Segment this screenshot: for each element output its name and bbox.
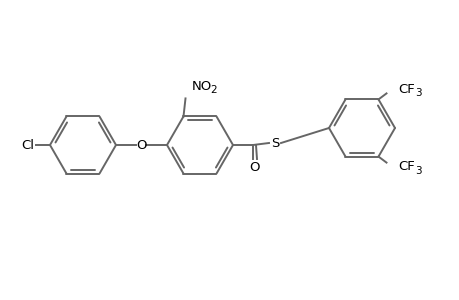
Text: NO: NO [191, 80, 211, 93]
Text: O: O [136, 139, 146, 152]
Text: 3: 3 [414, 88, 421, 98]
Text: CF: CF [397, 160, 414, 173]
Text: Cl: Cl [22, 139, 34, 152]
Text: 2: 2 [210, 85, 217, 95]
Text: O: O [249, 160, 260, 173]
Text: 3: 3 [414, 166, 421, 176]
Text: S: S [270, 136, 279, 149]
Text: CF: CF [397, 83, 414, 96]
